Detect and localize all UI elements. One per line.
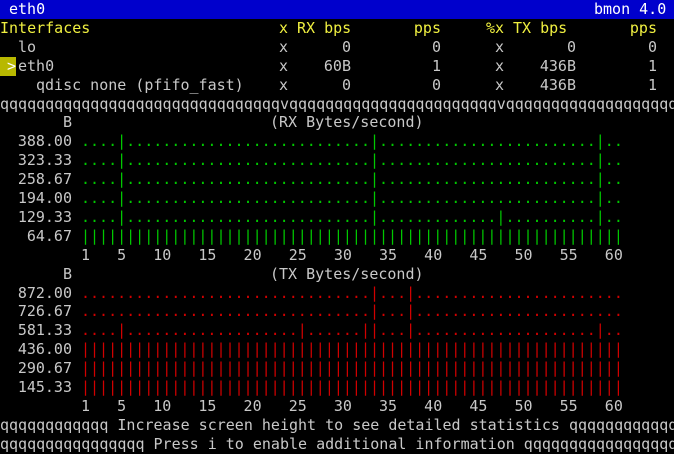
column-sep: x <box>279 75 289 94</box>
graph-unit: B <box>63 113 73 132</box>
title-right: bmon 4.0 <box>594 0 667 18</box>
header-name: Interfaces <box>0 18 91 37</box>
graph-row-label: 388.00 <box>17 132 72 151</box>
graph-plot-row: ....|...........................|.......… <box>81 207 623 226</box>
header-rx-pps: pps <box>413 18 441 37</box>
graph-row-label: 129.33 <box>17 207 72 226</box>
graph-row-label: 258.67 <box>17 170 72 189</box>
column-sep: x <box>494 75 504 94</box>
column-sep: x <box>279 37 289 56</box>
tx-bps: 436B <box>539 56 576 75</box>
graph-unit: B <box>63 264 73 283</box>
graph-row-label: 726.67 <box>17 302 72 321</box>
graph-plot-row: ....|...................|......||...|...… <box>81 321 623 340</box>
graph-plot-row: ....|...........................|.......… <box>81 151 623 170</box>
rx-pps: 0 <box>431 75 441 94</box>
rx-pps: 1 <box>431 56 441 75</box>
column-sep: x <box>494 37 504 56</box>
graph-plot-row: ||||||||||||||||||||||||||||||||||||||||… <box>81 226 623 245</box>
interface-name: lo <box>18 37 37 56</box>
graph-row-label: 872.00 <box>17 283 72 302</box>
graph-plot-row: ....|...........................|.......… <box>81 189 623 207</box>
graph-row-label: 194.00 <box>17 189 72 207</box>
column-sep: x <box>279 56 289 75</box>
graph-plot-row: ................................|...|...… <box>81 283 623 302</box>
graph-title: (TX Bytes/second) <box>270 264 424 283</box>
footer-line: qqqqqqqqqqqqqqqq Press i to enable addit… <box>0 434 674 453</box>
tx-bps: 0 <box>566 37 576 56</box>
header-sep: %x <box>486 18 505 37</box>
graph-row-label: 64.67 <box>26 226 72 245</box>
header-tx-pps: pps <box>629 18 657 37</box>
header-tx-bps: TX bps <box>513 18 568 37</box>
header-sep: x <box>279 18 289 37</box>
tx-pps: 1 <box>647 56 657 75</box>
interface-name: eth0 <box>18 56 55 75</box>
graph-row-label: 436.00 <box>17 340 72 359</box>
header-rx-bps: RX bps <box>297 18 352 37</box>
graph-row-label: 290.67 <box>17 359 72 378</box>
selected-marker: > <box>0 56 16 76</box>
title-left: eth0 <box>9 0 46 18</box>
footer-line: qqqqqqqqqqqq Increase screen height to s… <box>0 415 674 434</box>
graph-plot-row: ....|...........................|.......… <box>81 170 623 189</box>
rx-bps: 0 <box>341 37 351 56</box>
graph-row-label: 581.33 <box>17 321 72 340</box>
separator: qqqqqqqqqqqqqqqqqqqqqqqqqqqqqqqvqqqqqqqq… <box>0 94 674 113</box>
title-bar <box>0 0 674 19</box>
rx-bps: 60B <box>323 56 351 75</box>
graph-plot-row: ....|...........................|.......… <box>81 132 623 151</box>
interface-name: qdisc none (pfifo_fast) <box>36 75 244 94</box>
rx-pps: 0 <box>431 37 441 56</box>
graph-plot-row: ||||||||||||||||||||||||||||||||||||||||… <box>81 359 623 378</box>
graph-plot-row: ................................|...|...… <box>81 302 623 321</box>
column-sep: x <box>494 56 504 75</box>
tx-pps: 1 <box>647 75 657 94</box>
graph-title: (RX Bytes/second) <box>270 113 424 132</box>
rx-bps: 0 <box>341 75 351 94</box>
graph-row-label: 145.33 <box>17 378 72 396</box>
graph-x-axis: 1 5 10 15 20 25 30 35 40 45 50 55 60 <box>81 245 623 264</box>
tx-bps: 436B <box>539 75 576 94</box>
graph-row-label: 323.33 <box>17 151 72 170</box>
graph-plot-row: ||||||||||||||||||||||||||||||||||||||||… <box>81 340 623 359</box>
graph-plot-row: ||||||||||||||||||||||||||||||||||||||||… <box>81 378 623 396</box>
graph-x-axis: 1 5 10 15 20 25 30 35 40 45 50 55 60 <box>81 396 623 415</box>
tx-pps: 0 <box>647 37 657 56</box>
